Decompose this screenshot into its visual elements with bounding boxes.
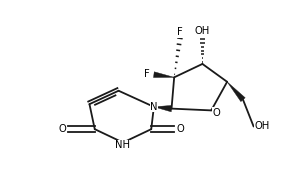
Polygon shape	[154, 105, 172, 112]
Polygon shape	[227, 82, 245, 102]
Polygon shape	[154, 72, 174, 78]
Text: OH: OH	[195, 26, 210, 36]
Text: O: O	[176, 124, 184, 134]
Text: O: O	[58, 124, 66, 134]
Text: OH: OH	[255, 121, 270, 132]
Text: N: N	[150, 102, 158, 112]
Text: NH: NH	[115, 140, 130, 150]
Text: F: F	[144, 69, 150, 79]
Text: O: O	[212, 108, 220, 118]
Text: F: F	[178, 27, 183, 37]
